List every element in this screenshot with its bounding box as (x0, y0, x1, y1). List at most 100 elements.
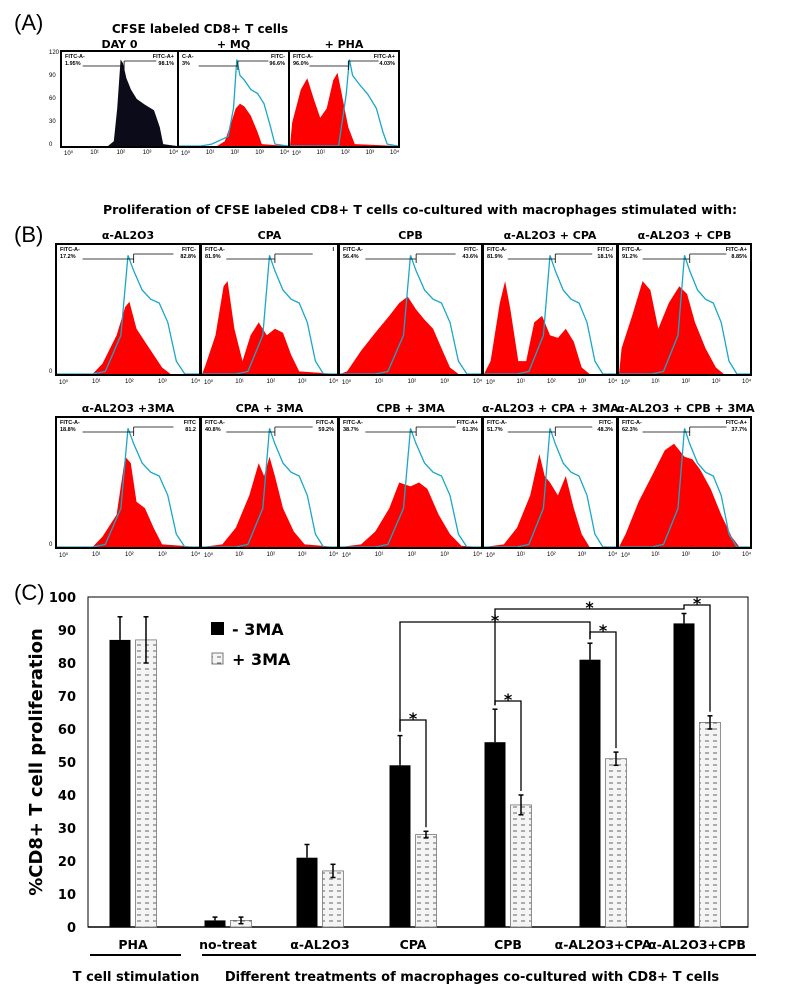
histogram-b-1-0-x-tick: 10² (125, 552, 134, 558)
histogram-b-1-0-histogram-fill (57, 456, 199, 547)
histogram-b-1-1-plot (202, 426, 337, 547)
histogram-b-1-3-x-tick: 10¹ (516, 552, 526, 558)
gate-pos-label: FITC- (270, 54, 285, 60)
gate-neg-label: FITC-A- (343, 420, 363, 426)
histogram-a-2-x-tick: 10⁰ (292, 151, 302, 157)
histogram-a-0-x-tick: 10¹ (90, 150, 99, 156)
histogram-b-1-1-x-tick: 10⁰ (204, 553, 214, 559)
histogram-b-0-4-histogram-fill (619, 281, 750, 374)
histogram-b-1-4-x-tick: 10⁰ (621, 553, 631, 559)
histogram-a-1-x-tick: 10⁰ (181, 151, 191, 157)
histogram-a-1-title: + MQ (216, 38, 251, 51)
x-tick-label: CPB (494, 937, 522, 952)
histogram-b-1-3-plot (484, 426, 616, 547)
histogram-b-0-3-x-tick: 10¹ (516, 379, 526, 385)
histogram-b-0-4-x-tick: 10³ (711, 379, 721, 385)
histogram-b-1-1-x-tick: 10⁴ (329, 552, 339, 558)
histogram-b-0-1-gate-neg: FITC-A- 81.9% (205, 247, 225, 261)
histogram-b-0-2-gate-neg: FITC-A- 56.4% (343, 247, 363, 261)
gate-pos-label: FITC- (598, 420, 613, 426)
histogram-b-0-0-gate-pos: FITC- 82.8% (180, 247, 196, 261)
significance-star: * (504, 690, 513, 709)
histogram-b-0-0: FITC-A- 17.2% FITC- 82.8% (55, 243, 201, 376)
histogram-a-1: C-A- 3% FITC- 96.6% (177, 50, 290, 148)
histogram-a-y-tick: 90 (49, 73, 56, 79)
bar-minus-3ma (389, 765, 411, 927)
histogram-b-0-3-x-tick: 10³ (577, 379, 587, 385)
gate-neg-value: 17.2% (60, 254, 76, 260)
gate-neg-label: FITC-A- (622, 420, 642, 426)
x-tick-label: α-AL2O3+CPB (648, 937, 746, 952)
histogram-b-0-0-x-tick: 10³ (158, 379, 167, 385)
histogram-b-1-1-title: CPA + 3MA (235, 402, 304, 415)
histogram-a-2-x-tick: 10¹ (316, 150, 326, 156)
histogram-b-1-2-gate-neg: FITC-A- 38.7% (343, 420, 363, 434)
histogram-b-0-3-plot (484, 253, 616, 374)
gate-pos-value: 37.7% (731, 427, 747, 433)
y-tick-label: 20 (58, 855, 76, 870)
histogram-b-1-2: FITC-A- 38.7% FITC-A+ 61.3% (338, 416, 483, 549)
bar-minus-3ma (204, 920, 226, 927)
panel-b-label: (B) (14, 222, 44, 247)
legend-label: + 3MA (232, 650, 291, 669)
histogram-a-2-x-tick: 10³ (365, 150, 375, 156)
histogram-b-0-4-x-tick: 10⁰ (621, 380, 631, 386)
histogram-b-1-1-reference-line (202, 428, 337, 547)
histogram-b-1-3-x-tick: 10² (547, 552, 556, 558)
group-label: T cell stimulation (73, 970, 200, 985)
histogram-b-1-3-x-tick: 10³ (577, 552, 587, 558)
histogram-a-0-x-tick: 10³ (142, 150, 152, 156)
histogram-b-0-4-gate-neg: FITC-A- 91.2% (622, 247, 642, 261)
histogram-b-1-1-x-tick: 10² (266, 552, 276, 558)
gate-neg-label: FITC-A- (622, 247, 642, 253)
histogram-b-0-0-x-tick: 10⁰ (59, 380, 69, 386)
gate-pos-value: 82.8% (180, 254, 196, 260)
histogram-b-1-4-x-tick: 10⁴ (742, 552, 752, 558)
bar-plus-3ma (510, 804, 532, 928)
histogram-b-0-0-gate-neg: FITC-A- 17.2% (60, 247, 80, 261)
histogram-a-0: FITC-A- 1.95% FITC-A+ 98.1% (60, 50, 179, 148)
histogram-a-2-title: + PHA (324, 38, 364, 51)
histogram-b-1-2-plot (340, 426, 481, 547)
bar-plus-3ma (135, 639, 157, 928)
y-tick-label: 80 (58, 657, 76, 672)
gate-pos-value: 81.2 (185, 427, 196, 433)
gate-neg-label: C-A- (182, 54, 194, 60)
panel-c-label: (C) (14, 580, 45, 605)
histogram-b-0-4-x-tick: 10⁴ (742, 379, 752, 385)
histogram-b-1-0-x-tick: 10⁴ (191, 552, 201, 558)
histogram-b-0-3-x-tick: 10⁴ (608, 379, 618, 385)
histogram-b-0-3-title: α-AL2O3 + CPA (503, 229, 597, 242)
histogram-b-1-4-x-tick: 10¹ (651, 552, 660, 558)
histogram-a-1-gate-neg: C-A- 3% (182, 54, 194, 68)
histogram-a-2-x-tick: 10⁴ (390, 150, 400, 156)
bar-minus-3ma (296, 857, 318, 927)
histogram-a-1-x-tick: 10³ (255, 150, 264, 156)
histogram-a-2: FITC-A- 96.0% FITC-A+ 4.03% (288, 50, 400, 148)
gate-neg-label: FITC-A- (487, 420, 507, 426)
histogram-a-0-title: DAY 0 (101, 38, 138, 51)
histogram-a-2-gate-pos: FITC-A+ 4.03% (374, 54, 395, 68)
gate-pos-value: 96.6% (269, 61, 285, 67)
x-tick-label: PHA (118, 937, 148, 952)
histogram-b-1-1-gate-neg: FITC-A- 40.8% (205, 420, 225, 434)
histogram-b-0-1-gate-pos: I (332, 247, 334, 254)
histogram-b-1-4-title: α-AL2O3 + CPB + 3MA (617, 402, 755, 415)
gate-pos-label: FITC-A+ (456, 420, 478, 426)
histogram-a-0-histogram-fill (62, 59, 177, 146)
histogram-b-1-0-title: α-AL2O3 +3MA (81, 402, 175, 415)
gate-pos-label: FITC-A+ (725, 420, 747, 426)
y-tick-label: 60 (58, 723, 76, 738)
gate-neg-value: 81.9% (487, 254, 503, 260)
histogram-a-y-tick: 30 (49, 119, 56, 125)
significance-bracket (683, 604, 711, 712)
histogram-b-1-0-reference-line (57, 428, 199, 547)
gate-pos-label: FITC-A+ (152, 54, 174, 60)
histogram-b-0-4-x-tick: 10² (681, 379, 691, 385)
gate-neg-label: FITC-A- (205, 420, 225, 426)
histogram-b-0-2-plot (340, 253, 481, 374)
gate-pos-value: 48.3% (597, 427, 613, 433)
gate-neg-label: FITC-A- (60, 420, 80, 426)
significance-star: * (599, 621, 608, 640)
histogram-a-0-x-tick: 10⁴ (169, 150, 179, 156)
